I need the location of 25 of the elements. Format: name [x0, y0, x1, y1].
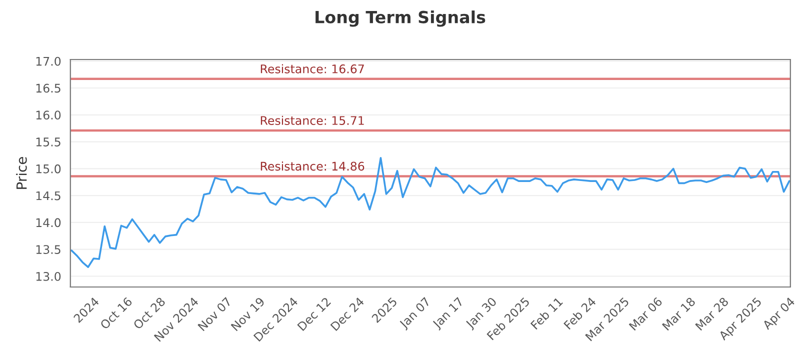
ref-line-label: Resistance: 15.71	[260, 116, 364, 125]
y-tick-label: 17.0	[36, 56, 61, 66]
y-tick-label: 15.5	[36, 138, 60, 146]
x-tick-label: Nov 07	[198, 296, 232, 332]
y-axis-title: Price	[16, 157, 27, 189]
y-tick-label: 15.0	[36, 164, 61, 174]
y-tick-label: 14.0	[36, 218, 61, 228]
x-tick-label: Dec 24	[330, 296, 365, 332]
ref-line-label: Resistance: 14.86	[260, 162, 364, 171]
y-tick-label: 13.5	[36, 245, 60, 254]
x-tick-label: Jan 07	[398, 296, 432, 331]
y-tick-label: 13.0	[36, 272, 61, 281]
x-tick-label: Jan 17	[432, 297, 466, 331]
y-tick-label: 16.5	[36, 84, 60, 93]
chart-title: Long Term Signals	[316, 10, 486, 27]
y-tick-label: 16.0	[36, 110, 61, 120]
ref-line-label: Resistance: 16.67	[260, 64, 364, 74]
x-tick-label: Feb 11	[530, 296, 564, 330]
x-tick-label: Mar 06	[628, 296, 663, 331]
x-tick-label: Oct 16	[100, 296, 133, 330]
x-tick-label: Mar 18	[662, 296, 696, 331]
x-tick-label: Dec 12	[297, 297, 332, 332]
line-series	[70, 157, 790, 268]
x-tick-label: Apr 04	[762, 296, 797, 332]
y-tick-label: 14.5	[36, 191, 60, 200]
